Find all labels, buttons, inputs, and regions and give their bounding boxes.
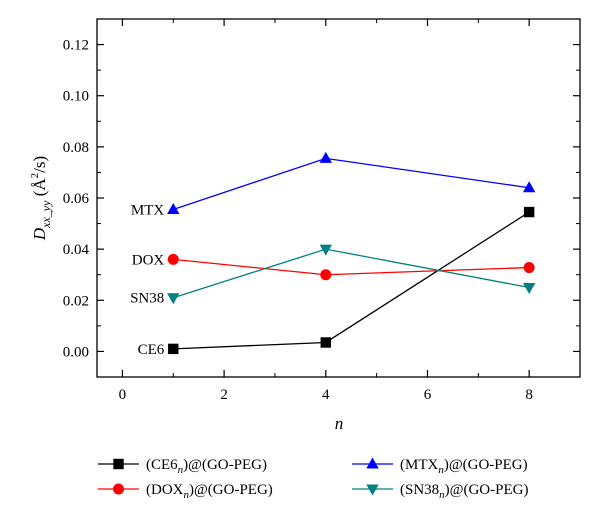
series-labels: CE6 DOX MTX SN38 (130, 203, 165, 358)
series-line-dox (173, 258, 530, 276)
series-line-mtx (173, 157, 530, 211)
legend-label-dox: (DOXn)@(GO-PEG) (146, 482, 273, 501)
legend: (CE6n)@(GO-PEG)(DOXn)@(GO-PEG)(MTXn)@(GO… (98, 457, 528, 501)
data-point-mtx (319, 151, 332, 163)
x-tick-label: 2 (220, 387, 228, 403)
legend-marker-ce6 (113, 458, 124, 470)
y-tick-label: 0.00 (63, 344, 89, 360)
y-tick-label: 0.10 (63, 89, 89, 105)
series-markers (167, 151, 536, 355)
series-label-sn38: SN38 (130, 291, 164, 307)
legend-marker-dox (113, 483, 124, 495)
legend-label-mtx: (MTXn)@(GO-PEG) (400, 457, 528, 476)
y-tick-label: 0.08 (63, 140, 89, 156)
data-point-dox (167, 253, 179, 265)
y-tick-label: 0.02 (63, 293, 89, 309)
data-point-ce6 (168, 343, 179, 355)
data-point-sn38 (522, 283, 536, 294)
legend-text-post: )@(GO-PEG) (445, 482, 529, 498)
x-tick-label: 8 (525, 387, 533, 403)
series-label-ce6: CE6 (138, 342, 165, 358)
data-point-sn38 (167, 293, 180, 305)
x-tick-label: 4 (322, 387, 330, 403)
legend-text-post: )@(GO-PEG) (189, 482, 273, 498)
plot-frame (96, 18, 581, 378)
y-axis-title-unit-close: /s) (30, 156, 49, 173)
y-tick-label: 0.04 (63, 242, 90, 258)
y-axis-title-unit-sup: 2 (29, 173, 41, 179)
legend-marker-mtx (366, 457, 379, 469)
legend-text-post: )@(GO-PEG) (444, 457, 528, 473)
legend-text-pre: (MTX (400, 457, 438, 473)
y-tick-label: 0.06 (63, 191, 90, 207)
data-point-ce6 (320, 337, 331, 348)
data-point-mtx (522, 181, 536, 193)
legend-text-sub: n (178, 464, 184, 476)
data-point-ce6 (523, 206, 535, 218)
legend-text-pre: (SN38 (400, 482, 439, 498)
legend-text-sub: n (439, 489, 445, 501)
y-tick-label: 0.12 (63, 38, 89, 54)
legend-text-sub: n (184, 489, 190, 501)
y-axis-title: Dxx_yy (Å2/s) (29, 156, 53, 241)
series-label-dox: DOX (132, 252, 165, 268)
data-point-dox (523, 262, 535, 274)
series-lines (173, 157, 530, 350)
y-axis-title-unit-open: ( (30, 190, 49, 200)
legend-text-pre: (DOX (146, 482, 184, 498)
legend-text-pre: (CE6 (146, 457, 178, 473)
data-point-dox (320, 269, 332, 281)
data-point-mtx (167, 203, 180, 215)
legend-text-post: )@(GO-PEG) (183, 457, 267, 473)
legend-label-ce6: (CE6n)@(GO-PEG) (146, 457, 267, 476)
legend-marker-sn38 (366, 484, 379, 496)
y-axis-title-sub: xx_yy (39, 200, 53, 229)
y-axis-title-unit-a: Å (30, 178, 49, 191)
x-axis-title: n (335, 414, 344, 433)
legend-text-sub: n (438, 464, 444, 476)
axis-ticks: 0 2 4 6 8 0.00 0.02 0.04 0.06 0.08 0.10 0.12 (63, 19, 580, 403)
legend-label-sn38: (SN38n)@(GO-PEG) (400, 482, 528, 501)
x-tick-label: 0 (119, 387, 127, 403)
data-point-sn38 (319, 244, 332, 256)
y-axis-title-main: D (30, 227, 49, 241)
series-label-mtx: MTX (131, 203, 165, 219)
x-tick-label: 6 (424, 387, 432, 403)
